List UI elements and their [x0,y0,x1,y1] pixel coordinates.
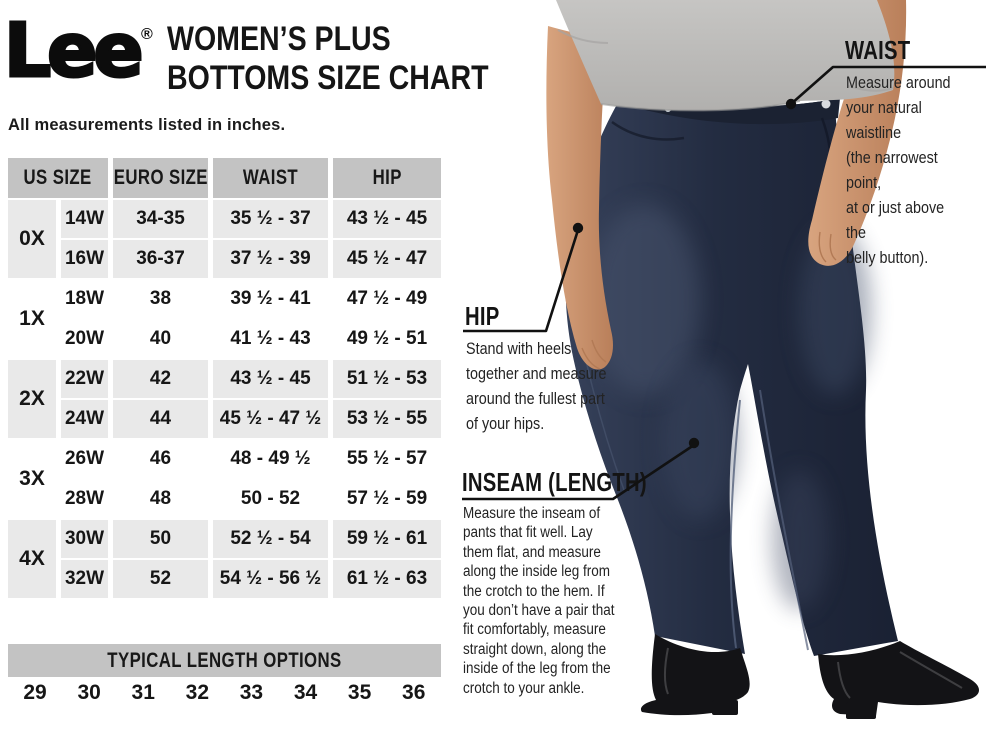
table-cell-waist: 50 - 52 [240,488,301,509]
boot-highlights [664,647,963,699]
table-cell-us: 24W [61,400,108,438]
length-value: 33 [239,681,264,704]
table-cell-us: 26W [64,448,105,469]
inseam-annotation-body: Measure the inseam of pants that fit wel… [463,505,615,697]
table-cell-euro: 36-37 [113,240,208,278]
table-cell-hip: 47 ½ - 49 [346,288,428,309]
table-cell-hip: 55 ½ - 57 [346,448,428,469]
table-cell-us: 32W [61,560,108,598]
table-cell-us: 30W [61,520,108,558]
hip-annotation-title: HIP [465,301,500,331]
table-cell-hip: 43 ½ - 45 [333,200,441,238]
table-cell-hip: 57 ½ - 59 [346,488,428,509]
column-header-label: WAIST [242,166,299,189]
table-cell-euro: 44 [113,400,208,438]
column-header-euro-size: EURO SIZE [113,158,208,198]
table-cell-hip: 45 ½ - 47 [333,240,441,278]
denim-highlight [590,205,700,395]
table-cell-euro: 40 [149,328,172,349]
length-value: 29 [23,681,47,704]
table-cell-us: 20W [64,328,105,349]
column-header-label: EURO SIZE [113,166,208,189]
table-cell-euro: 46 [149,448,172,469]
denim-highlight [662,360,738,520]
column-header-us-size: US SIZE [8,158,108,198]
table-cell-hip: 53 ½ - 55 [333,400,441,438]
table-cell-euro: 48 [149,488,172,509]
table-cell-us: 18W [64,288,105,309]
table-cell-us: 22W [61,360,108,398]
registered-trademark-icon: ® [141,26,153,43]
column-header-label: HIP [372,166,402,189]
length-value: 31 [131,681,155,704]
length-value: 32 [185,681,209,704]
jeans-inseam-left [729,399,741,649]
length-values-row: 29 30 31 32 33 34 35 36 [8,681,441,705]
length-value: 36 [402,681,426,704]
measurements-note: All measurements listed in inches. [8,116,286,134]
left-boot-heel [712,700,738,715]
left-boot [640,634,750,716]
table-cell-euro: 34-35 [113,200,208,238]
jeans-waistband [622,86,840,125]
denim-highlight [772,470,828,610]
right-boot [818,641,979,716]
column-header-hip: HIP [333,158,441,198]
column-header-waist: WAIST [213,158,328,198]
table-cell-waist: 54 ½ - 56 ½ [213,560,328,598]
right-hand-lines [818,231,837,263]
group-label: 3X [19,467,45,490]
right-boot-heel [846,702,876,719]
shirt-sleeve-hem-left [557,29,609,44]
table-cell-waist: 45 ½ - 47 ½ [213,400,328,438]
table-cell-us: 16W [61,240,108,278]
length-value: 35 [347,681,372,704]
hip-annotation-body: Stand with heels together and measure ar… [466,340,607,433]
table-cell-hip: 51 ½ - 53 [333,360,441,398]
inseam-annotation-title: INSEAM (LENGTH) [462,467,647,497]
group-label: 0X [8,200,56,278]
denim-highlight [799,225,871,395]
waist-annotation-body: Measure around your natural waistline (t… [846,74,951,267]
table-cell-waist: 39 ½ - 41 [230,288,311,309]
table-cell-hip: 49 ½ - 51 [346,328,428,349]
column-header-label: US SIZE [23,166,93,189]
table-cell-euro: 42 [113,360,208,398]
length-value: 34 [293,681,318,704]
table-cell-waist: 35 ½ - 37 [213,200,328,238]
table-cell-waist: 37 ½ - 39 [213,240,328,278]
length-options-bar: TYPICAL LENGTH OPTIONS [8,644,441,677]
shirt-shape [556,0,895,111]
table-cell-euro: 52 [113,560,208,598]
table-cell-euro: 50 [113,520,208,558]
table-cell-waist: 52 ½ - 54 [213,520,328,558]
table-cell-waist: 48 - 49 ½ [230,448,311,469]
length-options-title: TYPICAL LENGTH OPTIONS [107,648,342,672]
group-label: 1X [19,307,45,330]
table-cell-hip: 59 ½ - 61 [333,520,441,558]
jeans-button [821,99,831,109]
group-label: 4X [8,520,56,598]
table-cell-waist: 43 ½ - 45 [213,360,328,398]
jeans-inseam-right [759,389,809,651]
jeans-pocket-seam [611,120,685,141]
table-cell-euro: 38 [149,288,172,309]
table-cell-us: 28W [64,488,105,509]
length-value: 30 [77,681,101,704]
left-hand-lines [581,339,607,370]
size-table: US SIZE EURO SIZE WAIST HIP 0X 14W 34-35… [8,158,441,598]
group-label: 2X [8,360,56,438]
table-cell-us: 14W [61,200,108,238]
shirt-hem [600,100,801,112]
table-cell-waist: 41 ½ - 43 [230,328,311,349]
lee-logo: Lee [3,8,146,94]
page-title: WOMEN’S PLUS BOTTOMS SIZE CHART [167,20,489,97]
waist-annotation-title: WAIST [845,35,911,65]
table-cell-hip: 61 ½ - 63 [333,560,441,598]
